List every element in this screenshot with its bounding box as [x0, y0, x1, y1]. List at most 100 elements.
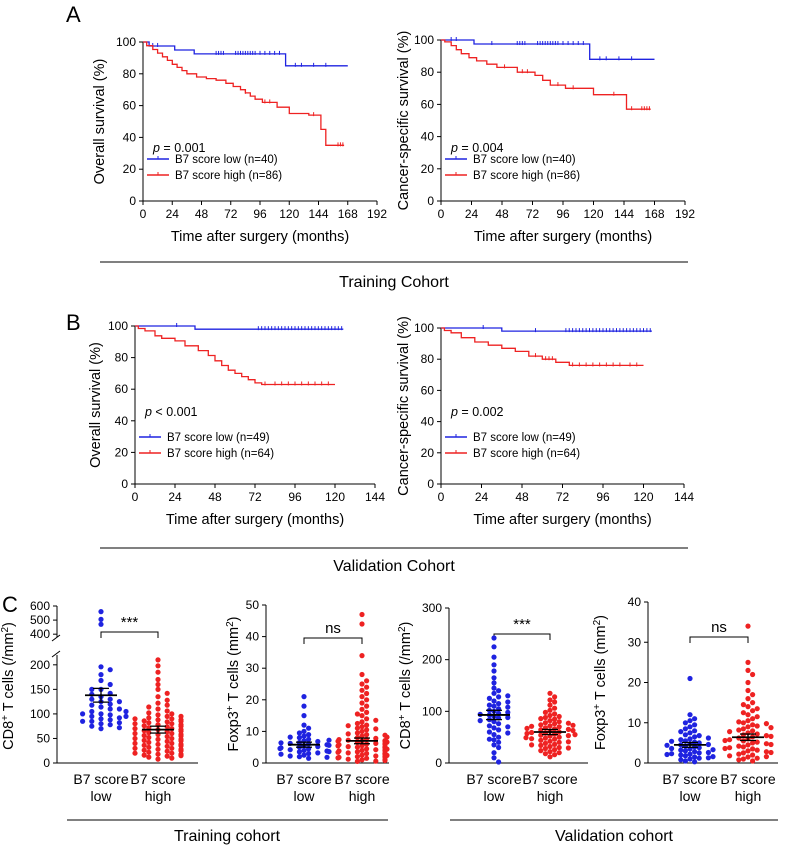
data-point-low [98, 621, 104, 627]
data-point-high [556, 713, 562, 720]
x-tick-label: 96 [596, 490, 610, 504]
data-point-high [359, 747, 365, 754]
category-label-line2: low [679, 788, 701, 804]
data-point-low [505, 704, 511, 710]
data-point-low [496, 744, 502, 751]
data-point-high [740, 720, 747, 726]
data-point-low [477, 718, 483, 724]
data-point-high [359, 752, 365, 758]
data-point-high [132, 750, 138, 756]
data-point-low [306, 755, 312, 761]
data-point-high [169, 730, 175, 737]
data-point-high [164, 743, 170, 749]
data-point-high [565, 733, 572, 739]
x-tick-label: 0 [438, 490, 445, 504]
data-point-high [745, 623, 751, 629]
data-point-high [722, 737, 728, 744]
y-axis-label: CD8+ T cells (/mm2) [0, 622, 17, 750]
y-tick-label: 50 [37, 731, 51, 745]
data-point-low [491, 690, 497, 696]
y-axis-label: Foxp3+ T cells (mm2) [225, 617, 243, 752]
x-tick-label: 72 [526, 207, 540, 221]
data-point-low [491, 675, 497, 681]
data-point-high [164, 748, 170, 754]
data-point-high [745, 718, 751, 724]
data-point-high [529, 723, 535, 729]
data-point-low [491, 654, 497, 660]
x-tick-label: 48 [195, 207, 209, 221]
x-tick-label: 24 [166, 207, 180, 221]
data-point-high [146, 730, 152, 736]
data-point-low [107, 667, 113, 673]
data-point-high [552, 711, 558, 717]
data-point-high [538, 737, 544, 743]
axis-break-mark [51, 634, 61, 642]
y-tick-label: 60 [115, 382, 129, 396]
data-point-high [155, 669, 161, 675]
x-tick-label: 24 [465, 207, 479, 221]
data-point-high [155, 700, 161, 706]
data-point-low [669, 745, 675, 752]
data-point-low [491, 732, 497, 738]
data-point-low [496, 734, 502, 740]
data-point-high [373, 735, 379, 742]
data-point-low [98, 672, 104, 678]
y-axis-label: Cancer-specific survival (%) [396, 31, 412, 211]
data-point-low [692, 754, 698, 760]
x-tick-label: 0 [438, 207, 445, 221]
data-point-low [496, 739, 502, 745]
data-point-low [324, 754, 330, 760]
data-point-high [542, 709, 549, 716]
data-point-low [687, 751, 693, 757]
y-axis-label: Overall survival (%) [88, 342, 104, 468]
y-tick-label: 150 [30, 682, 50, 696]
data-point-high [364, 684, 370, 690]
x-tick-label: 144 [308, 207, 328, 221]
data-point-high [547, 702, 553, 708]
series-line-high [441, 327, 644, 367]
data-point-high [335, 743, 341, 749]
data-point-high [335, 749, 341, 755]
x-axis-label: Time after surgery (months) [474, 229, 652, 245]
data-point-low [682, 758, 689, 764]
data-point-low [116, 706, 122, 712]
y-axis-label: Overall survival (%) [92, 59, 108, 185]
data-point-low [89, 696, 95, 702]
data-point-low [682, 753, 689, 759]
data-point-low [687, 756, 693, 762]
data-point-high [169, 721, 175, 727]
data-point-low [696, 750, 702, 756]
data-point-high [538, 748, 544, 754]
data-point-high [763, 749, 770, 755]
data-point-high [552, 747, 558, 753]
data-point-high [740, 726, 747, 732]
x-tick-label: 0 [140, 207, 147, 221]
x-tick-label: 96 [253, 207, 267, 221]
data-point-high [141, 737, 147, 744]
data-point-high [169, 735, 175, 742]
data-point-high [146, 704, 152, 710]
data-point-high [164, 724, 170, 730]
data-point-low [505, 699, 511, 705]
data-point-high [364, 722, 370, 728]
data-point-low [486, 702, 492, 708]
data-point-low [306, 725, 312, 731]
data-point-low [696, 755, 702, 761]
data-point-low [301, 747, 307, 754]
data-point-high [542, 714, 549, 721]
data-point-high [740, 710, 747, 716]
data-point-high [359, 671, 365, 678]
category-label-line1: B7 score [720, 771, 775, 787]
data-point-high [552, 741, 558, 748]
data-point-high [750, 722, 756, 728]
data-point-high [754, 755, 760, 761]
data-point-low [664, 742, 670, 748]
data-point-high [364, 697, 370, 703]
data-point-high [155, 712, 161, 718]
data-point-low [505, 730, 511, 736]
y-tick-label: 30 [246, 661, 260, 675]
data-point-high [745, 696, 751, 702]
y-tick-label: 200 [30, 658, 50, 672]
